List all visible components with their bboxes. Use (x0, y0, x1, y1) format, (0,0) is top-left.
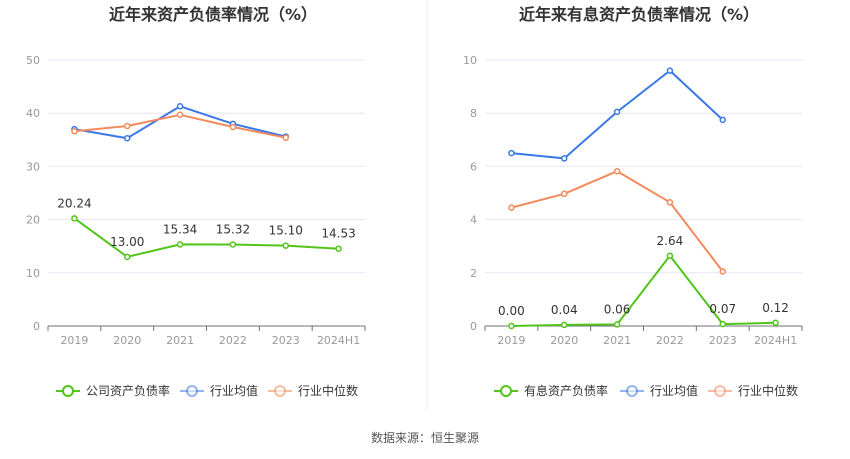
chart1-y-tick-label: 30 (26, 160, 40, 173)
chart2-series-2-point (666, 199, 674, 206)
chart1-series-1-point (124, 134, 131, 142)
chart1-x-tick-label: 2020 (113, 334, 141, 347)
chart2-series-0-point (561, 321, 568, 329)
chart2-series-1-point (508, 149, 515, 157)
chart2-data-label: 0.04 (551, 303, 578, 317)
chart1-legend-label: 行业中位数 (298, 383, 358, 398)
chart2-series-2-line (511, 170, 724, 273)
chart2-series-1-point (561, 155, 568, 162)
chart1-series-2-point (124, 122, 131, 130)
chart2-x-tick-label: 2019 (497, 334, 525, 347)
chart1-series-1-line (74, 105, 286, 140)
chart2-series-2-point (561, 190, 568, 198)
chart2-data-label: 0.12 (762, 301, 789, 315)
chart2-y-tick-label: 2 (470, 267, 477, 280)
chart1-series-1-point (176, 103, 184, 110)
chart2-x-tick-label: 2023 (709, 334, 737, 347)
chart1-series-2-point (71, 128, 78, 135)
chart2-y-tick-label: 8 (470, 107, 477, 120)
chart1-title: 近年来资产负债率情况（%） (109, 5, 317, 24)
chart1-y-tick-label: 10 (26, 267, 40, 280)
chart2-series-2-point (719, 268, 726, 275)
chart2-series-0-point (666, 252, 674, 260)
chart2-data-label: 0.00 (498, 304, 525, 318)
chart1-data-label: 20.24 (57, 196, 91, 210)
chart1-data-label: 15.32 (216, 222, 250, 236)
chart2-legend-marker (626, 385, 638, 397)
chart1-series-0-point (229, 241, 237, 248)
chart2-x-tick-label: 2022 (656, 334, 684, 347)
chart1-y-tick-label: 50 (26, 54, 40, 67)
chart1-series-2-point (176, 111, 184, 119)
chart1-x-tick-label: 2021 (166, 334, 194, 347)
source-note: 数据来源：恒生聚源 (371, 430, 479, 445)
chart1-y-tick-label: 40 (26, 107, 40, 120)
chart2-group: 近年来有息资产负债率情况（%） 0 2 4 6 8 10 2019 2020 2021 2022 20… (463, 5, 803, 398)
chart2-x-tick-label: 2020 (550, 334, 578, 347)
chart2-y-tick-label: 6 (470, 160, 477, 173)
chart2-legend-marker (500, 385, 512, 397)
chart1-x-tick-label: 2019 (60, 334, 88, 347)
chart2-y-tick-label: 4 (470, 214, 477, 227)
chart2-title: 近年来有息资产负债率情况（%） (519, 5, 759, 24)
chart2-data-label: 0.06 (604, 302, 631, 316)
chart2-x-tick-label: 2024H1 (754, 334, 797, 347)
chart2-series-1-point (719, 116, 726, 124)
chart2-legend-label: 有息资产负债率 (524, 383, 608, 398)
chart2-series-1-point (613, 108, 621, 116)
chart2-y-tick-label: 0 (470, 320, 477, 333)
chart1-series-0-point (124, 253, 131, 261)
chart1-series-2-point (229, 123, 237, 131)
chart1-x-tick-label: 2022 (219, 334, 247, 347)
chart1-data-label: 15.10 (269, 224, 303, 238)
chart2-y-tick-label: 10 (463, 54, 477, 67)
chart1-y-tick-label: 20 (26, 214, 40, 227)
chart1-data-label: 14.53 (321, 227, 355, 241)
chart1-legend-marker (62, 385, 74, 397)
chart1-legend-marker (186, 385, 198, 397)
chart1-legend-label: 公司资产负债率 (86, 383, 170, 398)
chart2-data-label: 2.64 (657, 234, 684, 248)
chart2-x-tick-label: 2021 (603, 334, 631, 347)
chart1-series-0-point (335, 245, 342, 252)
chart1-legend-label: 行业均值 (210, 383, 258, 398)
chart1-x-tick-label: 2024H1 (317, 334, 360, 347)
chart1-series-2-point (282, 134, 289, 141)
chart2-legend-marker (714, 385, 726, 397)
chart2-series-2-point (508, 204, 515, 211)
chart1-series-0-point (176, 241, 184, 248)
chart2-series-1-point (666, 67, 674, 74)
chart1-x-tick-label: 2023 (272, 334, 300, 347)
chart1-y-tick-label: 0 (33, 320, 40, 333)
chart1-data-label: 13.00 (110, 235, 144, 249)
chart1-series-0-point (71, 215, 78, 222)
chart2-series-0-point (508, 322, 515, 330)
chart2-legend-label: 行业中位数 (738, 383, 798, 398)
chart2-data-label: 0.07 (709, 302, 736, 316)
chart2-legend-label: 行业均值 (650, 383, 698, 398)
chart1-series-0-point (282, 242, 289, 249)
chart1-group: 近年来资产负债率情况（%） 0 10 20 30 40 50 2019 2020 2021 2022… (26, 5, 366, 398)
chart2-series-0-point (772, 319, 779, 327)
chart2-series-0-line (511, 254, 776, 327)
chart2-series-0-point (719, 320, 726, 328)
chart2-series-2-point (613, 167, 621, 175)
chart1-data-label: 15.34 (163, 222, 197, 236)
chart2-series-0-point (613, 321, 621, 328)
chart1-series-0-line (73, 217, 339, 258)
chart1-legend-marker (274, 385, 286, 397)
